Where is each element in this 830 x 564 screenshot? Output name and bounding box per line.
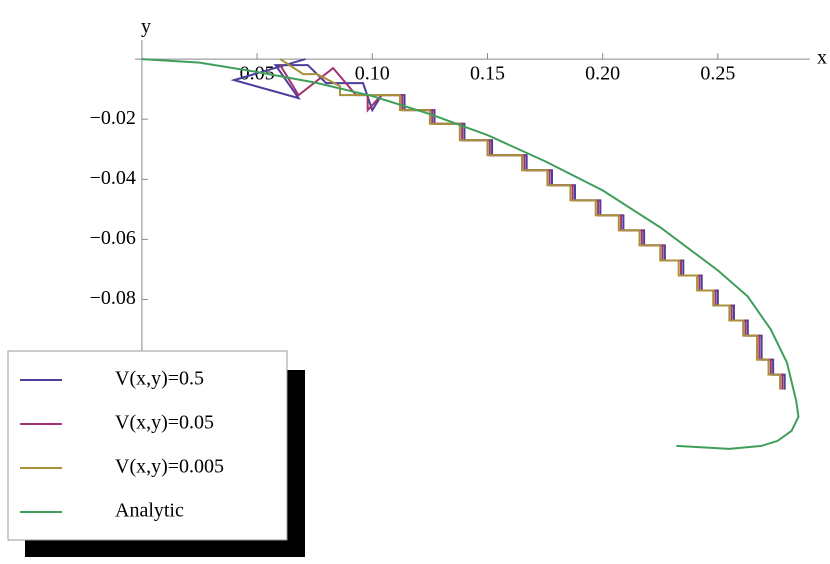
legend-label: V(x,y)=0.5 <box>115 368 204 390</box>
series-line <box>141 58 800 450</box>
y-tick-label: −0.04 <box>90 167 136 189</box>
x-tick-label: 0.20 <box>585 63 620 85</box>
x-tick-label: 0.10 <box>355 63 390 85</box>
legend-box <box>7 350 288 541</box>
legend-label: V(x,y)=0.005 <box>115 456 224 478</box>
y-axis-label: y <box>141 16 151 38</box>
y-tick-label: −0.08 <box>90 287 136 309</box>
series-line <box>279 58 782 390</box>
x-tick-label: 0.15 <box>470 63 505 85</box>
series-line <box>230 58 786 390</box>
y-tick-label: −0.02 <box>90 107 136 129</box>
series-line <box>279 64 784 390</box>
x-tick-label: 0.25 <box>700 63 735 85</box>
legend-label: Analytic <box>115 500 184 522</box>
y-tick-label: −0.06 <box>90 227 136 249</box>
x-axis-label: x <box>817 47 827 69</box>
legend-label: V(x,y)=0.05 <box>115 412 214 434</box>
